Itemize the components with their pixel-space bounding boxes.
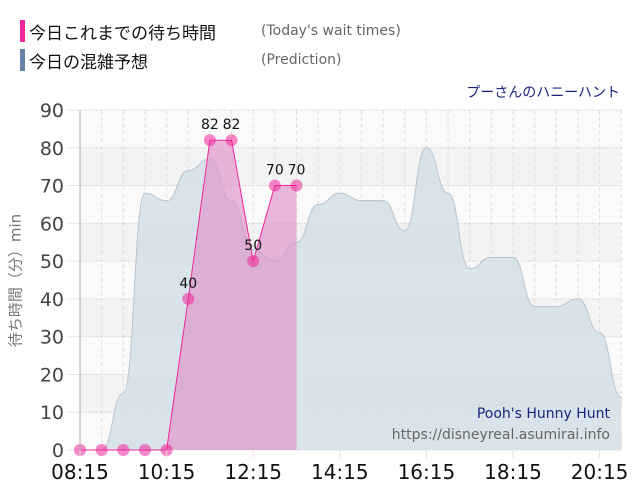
data-label: 40 <box>179 276 197 292</box>
actual-area <box>80 140 297 450</box>
legend-swatch-prediction <box>20 49 25 71</box>
data-point[interactable] <box>290 179 303 192</box>
x-tick-label: 08:15 <box>51 460 109 484</box>
data-point[interactable] <box>138 444 151 456</box>
data-point[interactable] <box>182 292 195 305</box>
x-tick-label: 16:15 <box>398 460 456 484</box>
legend-label-prediction: 今日の混雑予想 <box>29 52 148 73</box>
y-tick-label: 90 <box>40 100 64 122</box>
legend-item-prediction[interactable]: 今日の混雑予想 (Prediction) <box>20 48 342 73</box>
y-tick-label: 30 <box>40 327 64 349</box>
y-tick-label: 70 <box>40 176 64 198</box>
x-tick-label: 14:15 <box>311 460 369 484</box>
data-point[interactable] <box>95 444 108 456</box>
data-point[interactable] <box>247 255 260 268</box>
watermark-url: https://disneyreal.asumirai.info <box>391 427 610 443</box>
y-tick-label: 10 <box>40 402 64 424</box>
x-tick-label: 18:15 <box>484 460 542 484</box>
data-point[interactable] <box>203 134 216 147</box>
data-point[interactable] <box>225 134 238 147</box>
data-label: 82 <box>201 117 219 133</box>
y-tick-label: 20 <box>40 364 64 386</box>
data-label: 82 <box>223 117 241 133</box>
y-tick-label: 80 <box>40 138 64 160</box>
y-axis-label: 待ち時間（分）min <box>6 213 25 348</box>
data-point[interactable] <box>117 444 130 456</box>
y-tick-label: 0 <box>52 440 64 462</box>
data-label: 70 <box>266 163 284 179</box>
legend-swatch-actual <box>20 20 25 42</box>
plot-band <box>80 147 621 186</box>
legend-label-actual: 今日これまでの待ち時間 <box>29 23 216 44</box>
y-tick-label: 60 <box>40 213 64 235</box>
legend-item-actual[interactable]: 今日これまでの待ち時間 (Today's wait times) <box>20 19 401 44</box>
y-tick-label: 50 <box>40 251 64 273</box>
data-label: 50 <box>244 238 262 254</box>
x-tick-label: 12:15 <box>224 460 282 484</box>
x-tick-label: 20:15 <box>571 460 629 484</box>
actual-area-overlay <box>80 140 297 450</box>
x-tick-label: 10:15 <box>138 460 196 484</box>
legend-sub-actual: (Today's wait times) <box>261 23 401 39</box>
ride-title: プーさんのハニーハント <box>466 85 620 101</box>
y-tick-label: 40 <box>40 289 64 311</box>
legend-sub-prediction: (Prediction) <box>261 52 342 68</box>
data-point[interactable] <box>268 179 281 192</box>
data-label: 70 <box>288 163 306 179</box>
prediction-line <box>79 147 622 451</box>
watermark-title: Pooh's Hunny Hunt <box>476 406 610 422</box>
plot-band <box>80 110 621 148</box>
